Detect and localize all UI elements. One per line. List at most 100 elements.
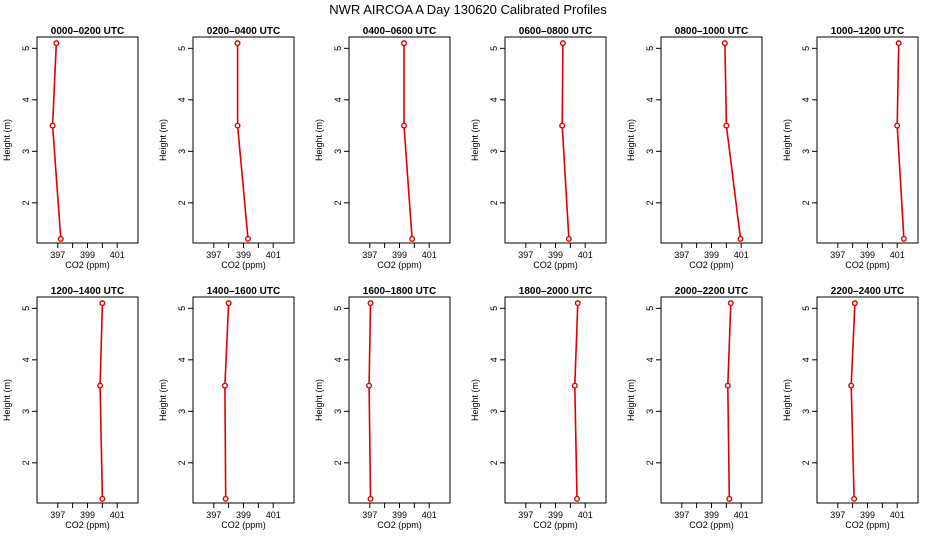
y-tick-label: 2: [645, 200, 655, 205]
data-point: [222, 495, 229, 502]
plot-frame: [36, 296, 139, 504]
data-point: [53, 40, 60, 47]
y-tick-label: 3: [177, 409, 187, 414]
y-axis-label: Height (m): [470, 119, 480, 161]
x-tick-label: 399: [860, 510, 875, 520]
data-point: [57, 235, 64, 242]
data-point: [225, 300, 232, 307]
y-axis-label: Height (m): [626, 119, 636, 161]
plot-frame: [660, 296, 763, 504]
data-point: [400, 40, 407, 47]
panel-title: 1600–1800 UTC: [363, 286, 436, 297]
data-point: [574, 495, 581, 502]
y-tick-label: 4: [645, 97, 655, 102]
data-point: [49, 122, 56, 129]
y-tick-label: 5: [645, 306, 655, 311]
y-tick-label: 2: [645, 460, 655, 465]
data-point: [99, 300, 106, 307]
y-axis-label: Height (m): [314, 119, 324, 161]
y-tick-label: 4: [333, 97, 343, 102]
x-tick-label: 401: [266, 510, 281, 520]
data-point: [726, 495, 733, 502]
x-tick-label: 401: [734, 510, 749, 520]
y-tick-label: 5: [645, 46, 655, 51]
panel-title: 1400–1600 UTC: [207, 286, 280, 297]
profile-line: [896, 43, 905, 239]
y-tick-label: 5: [801, 306, 811, 311]
profile-line: [726, 303, 732, 499]
plot-frame: [504, 36, 607, 244]
y-tick-label: 3: [801, 149, 811, 154]
y-axis-label: Height (m): [2, 379, 12, 421]
x-tick-label: 401: [422, 510, 437, 520]
y-tick-label: 4: [801, 97, 811, 102]
y-axis-label: Height (m): [158, 119, 168, 161]
y-tick-label: 4: [489, 357, 499, 362]
y-tick-label: 3: [489, 409, 499, 414]
y-tick-label: 3: [333, 149, 343, 154]
y-tick-label: 2: [177, 200, 187, 205]
x-axis-label: CO2 (ppm): [377, 260, 422, 270]
plot-frame: [192, 36, 295, 244]
data-point: [366, 382, 373, 389]
data-point: [409, 235, 416, 242]
y-axis-label: Height (m): [782, 119, 792, 161]
y-tick-label: 4: [333, 357, 343, 362]
profile-line: [368, 303, 372, 499]
data-point: [737, 235, 744, 242]
y-tick-label: 3: [21, 149, 31, 154]
y-axis-label: Height (m): [470, 379, 480, 421]
data-point: [727, 300, 734, 307]
x-tick-label: 399: [548, 250, 563, 260]
x-tick-label: 397: [830, 250, 845, 260]
x-tick-label: 399: [704, 510, 719, 520]
profile-line: [724, 43, 742, 239]
x-axis-label: CO2 (ppm): [377, 520, 422, 530]
x-axis-label: CO2 (ppm): [689, 520, 734, 530]
x-tick-label: 399: [236, 510, 251, 520]
x-tick-label: 399: [236, 250, 251, 260]
y-tick-label: 3: [333, 409, 343, 414]
y-tick-label: 5: [489, 306, 499, 311]
panel-title: 0200–0400 UTC: [207, 26, 280, 37]
y-tick-label: 5: [801, 46, 811, 51]
x-tick-label: 397: [206, 510, 221, 520]
x-tick-label: 399: [548, 510, 563, 520]
data-point: [97, 382, 104, 389]
x-axis-label: CO2 (ppm): [845, 260, 890, 270]
y-tick-label: 3: [645, 409, 655, 414]
x-tick-label: 397: [518, 510, 533, 520]
panel-title: 0600–0800 UTC: [519, 26, 592, 37]
x-tick-label: 399: [80, 250, 95, 260]
panel-title: 0000–0200 UTC: [51, 26, 124, 37]
x-tick-label: 399: [80, 510, 95, 520]
x-tick-label: 401: [110, 510, 125, 520]
x-tick-label: 401: [110, 250, 125, 260]
x-axis-label: CO2 (ppm): [221, 520, 266, 530]
x-tick-label: 399: [392, 250, 407, 260]
x-axis-label: CO2 (ppm): [533, 260, 578, 270]
data-point: [221, 382, 228, 389]
y-tick-label: 3: [489, 149, 499, 154]
plot-frame: [36, 36, 139, 244]
data-point: [723, 122, 730, 129]
y-tick-label: 2: [489, 200, 499, 205]
panel-title: 0800–1000 UTC: [675, 26, 748, 37]
y-tick-label: 5: [21, 306, 31, 311]
x-axis-label: CO2 (ppm): [845, 520, 890, 530]
x-tick-label: 397: [518, 250, 533, 260]
y-tick-label: 4: [177, 357, 187, 362]
x-tick-label: 397: [674, 250, 689, 260]
y-tick-label: 5: [177, 46, 187, 51]
profile-line: [561, 43, 570, 239]
x-tick-label: 401: [266, 250, 281, 260]
y-tick-label: 3: [21, 409, 31, 414]
x-tick-label: 397: [830, 510, 845, 520]
panel-title: 2200–2400 UTC: [831, 286, 904, 297]
